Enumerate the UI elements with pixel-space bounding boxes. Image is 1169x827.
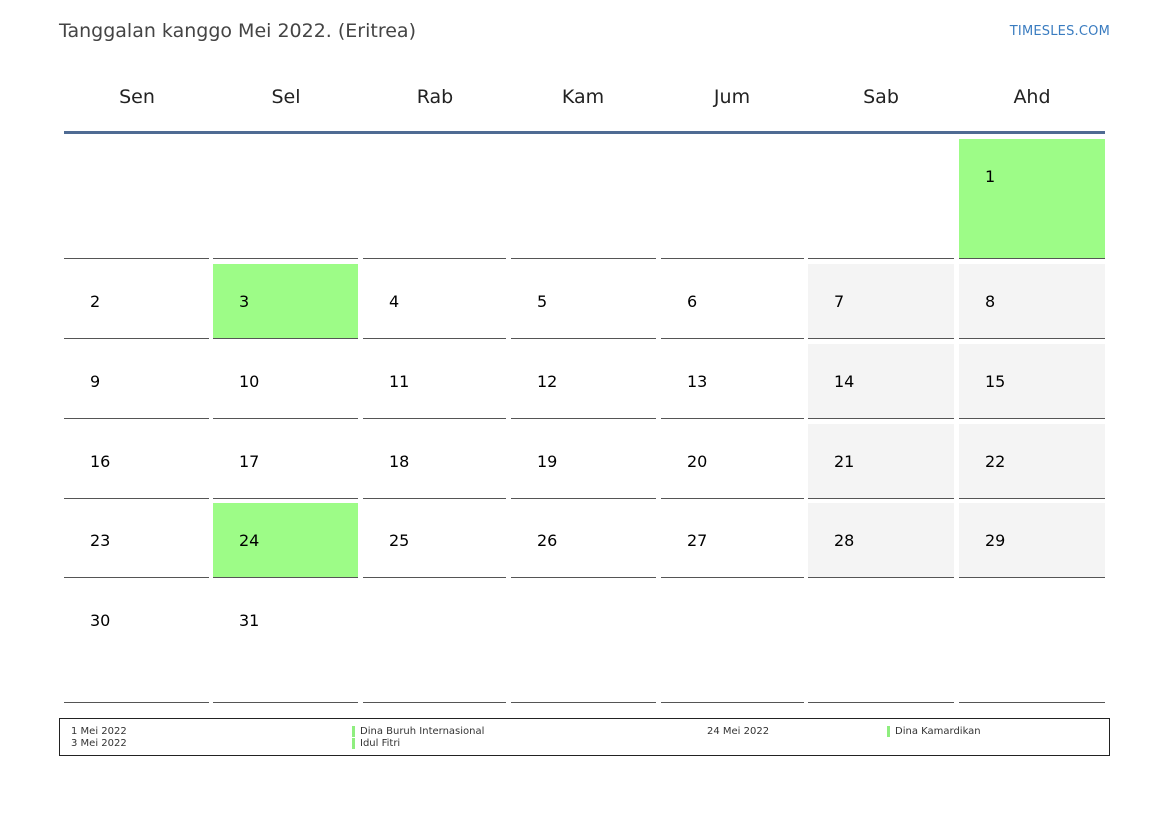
legend-holiday-name: Dina Kamardikan bbox=[895, 726, 981, 737]
day-cell-thu[interactable]: 5 bbox=[511, 264, 656, 339]
day-cell-sat[interactable]: 7 bbox=[808, 264, 954, 339]
day-cell-tue[interactable]: 3 bbox=[213, 264, 358, 339]
day-cell-sat[interactable]: 21 bbox=[808, 424, 954, 499]
day-cell-mon[interactable]: 23 bbox=[64, 503, 209, 578]
empty-day-cell bbox=[64, 139, 209, 259]
day-cell-sun[interactable]: 1 bbox=[959, 139, 1105, 259]
day-number: 27 bbox=[687, 531, 708, 550]
day-number: 28 bbox=[834, 531, 855, 550]
day-cell-fri[interactable]: 13 bbox=[661, 344, 804, 419]
day-number: 4 bbox=[389, 292, 400, 311]
legend-color-marker bbox=[887, 726, 890, 737]
weekday-tue: Sel bbox=[271, 86, 301, 108]
day-number: 24 bbox=[239, 531, 260, 550]
day-number: 16 bbox=[90, 452, 111, 471]
day-cell-wed[interactable]: 11 bbox=[363, 344, 506, 419]
day-number: 7 bbox=[834, 292, 845, 311]
empty-day-cell bbox=[363, 139, 506, 259]
day-number: 3 bbox=[239, 292, 250, 311]
legend-color-marker bbox=[352, 738, 355, 749]
day-cell-fri[interactable]: 27 bbox=[661, 503, 804, 578]
weekday-mon: Sen bbox=[119, 86, 155, 108]
day-cell-fri[interactable]: 6 bbox=[661, 264, 804, 339]
empty-day-cell bbox=[661, 583, 804, 703]
empty-day-cell bbox=[363, 583, 506, 703]
empty-day-cell bbox=[213, 139, 358, 259]
day-number: 13 bbox=[687, 372, 708, 391]
day-cell-mon[interactable]: 2 bbox=[64, 264, 209, 339]
day-cell-sat[interactable]: 28 bbox=[808, 503, 954, 578]
day-cell-wed[interactable]: 4 bbox=[363, 264, 506, 339]
empty-day-cell bbox=[511, 139, 656, 259]
day-number: 6 bbox=[687, 292, 698, 311]
legend-date: 24 Mei 2022 bbox=[707, 726, 770, 737]
day-cell-tue[interactable]: 31 bbox=[213, 583, 358, 703]
empty-day-cell bbox=[808, 583, 954, 703]
day-cell-wed[interactable]: 25 bbox=[363, 503, 506, 578]
day-number: 23 bbox=[90, 531, 111, 550]
day-number: 25 bbox=[389, 531, 410, 550]
day-number: 9 bbox=[90, 372, 101, 391]
empty-day-cell bbox=[511, 583, 656, 703]
day-cell-sun[interactable]: 8 bbox=[959, 264, 1105, 339]
day-number: 1 bbox=[985, 167, 996, 186]
day-number: 31 bbox=[239, 611, 260, 630]
day-cell-mon[interactable]: 9 bbox=[64, 344, 209, 419]
weekday-thu: Kam bbox=[561, 86, 605, 108]
day-cell-sun[interactable]: 15 bbox=[959, 344, 1105, 419]
day-number: 12 bbox=[537, 372, 558, 391]
empty-day-cell bbox=[959, 583, 1105, 703]
day-number: 10 bbox=[239, 372, 260, 391]
day-number: 15 bbox=[985, 372, 1006, 391]
weekday-fri: Jum bbox=[713, 86, 751, 108]
empty-day-cell bbox=[808, 139, 954, 259]
day-cell-tue[interactable]: 10 bbox=[213, 344, 358, 419]
day-cell-thu[interactable]: 26 bbox=[511, 503, 656, 578]
legend-color-marker bbox=[352, 726, 355, 737]
day-number: 22 bbox=[985, 452, 1006, 471]
legend-holiday-name: Idul Fitri bbox=[360, 738, 401, 749]
weekday-header: Sen Sel Rab Kam Jum Sab Ahd bbox=[64, 86, 1105, 110]
day-number: 18 bbox=[389, 452, 410, 471]
brand-link[interactable]: TIMESLES.COM bbox=[1009, 24, 1110, 39]
day-cell-mon[interactable]: 30 bbox=[64, 583, 209, 703]
day-number: 2 bbox=[90, 292, 101, 311]
day-cell-fri[interactable]: 20 bbox=[661, 424, 804, 499]
day-number: 14 bbox=[834, 372, 855, 391]
day-number: 19 bbox=[537, 452, 558, 471]
day-cell-sat[interactable]: 14 bbox=[808, 344, 954, 419]
day-number: 29 bbox=[985, 531, 1006, 550]
day-cell-wed[interactable]: 18 bbox=[363, 424, 506, 499]
holiday-legend: 1 Mei 2022 3 Mei 2022 Dina Buruh Interna… bbox=[59, 718, 1110, 756]
weekday-sun: Ahd bbox=[1013, 86, 1051, 108]
empty-day-cell bbox=[661, 139, 804, 259]
page-title: Tanggalan kanggo Mei 2022. (Eritrea) bbox=[59, 20, 416, 42]
day-number: 30 bbox=[90, 611, 111, 630]
day-cell-mon[interactable]: 16 bbox=[64, 424, 209, 499]
weekday-sat: Sab bbox=[863, 86, 899, 108]
legend-date: 3 Mei 2022 bbox=[71, 738, 127, 749]
day-number: 11 bbox=[389, 372, 410, 391]
day-cell-tue[interactable]: 17 bbox=[213, 424, 358, 499]
day-cell-thu[interactable]: 12 bbox=[511, 344, 656, 419]
day-number: 20 bbox=[687, 452, 708, 471]
day-number: 17 bbox=[239, 452, 260, 471]
legend-date: 1 Mei 2022 bbox=[71, 726, 127, 737]
day-cell-thu[interactable]: 19 bbox=[511, 424, 656, 499]
weekday-wed: Rab bbox=[416, 86, 454, 108]
day-cell-sun[interactable]: 29 bbox=[959, 503, 1105, 578]
day-number: 5 bbox=[537, 292, 548, 311]
legend-holiday-name: Dina Buruh Internasional bbox=[360, 726, 485, 737]
day-number: 8 bbox=[985, 292, 996, 311]
day-cell-sun[interactable]: 22 bbox=[959, 424, 1105, 499]
day-number: 26 bbox=[537, 531, 558, 550]
day-cell-tue[interactable]: 24 bbox=[213, 503, 358, 578]
header-divider bbox=[64, 131, 1105, 134]
day-number: 21 bbox=[834, 452, 855, 471]
